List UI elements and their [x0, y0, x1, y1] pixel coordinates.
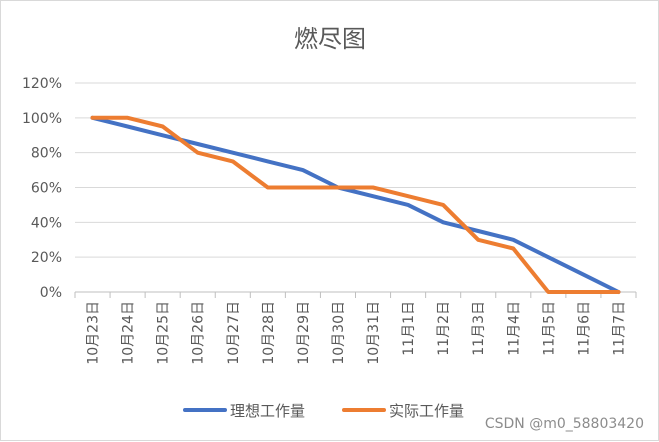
y-tick-label: 60% [31, 181, 62, 197]
x-tick-label: 10月24日 [121, 301, 137, 365]
x-tick-label: 11月4日 [506, 301, 522, 356]
x-tick-label: 11月6日 [576, 301, 592, 356]
y-tick-label: 80% [31, 146, 62, 162]
y-tick-label: 100% [22, 111, 62, 127]
y-tick-label: 20% [31, 250, 62, 266]
x-tick-label: 11月5日 [541, 301, 557, 356]
y-tick-label: 120% [22, 76, 62, 92]
gridlines [75, 82, 636, 293]
watermark-text: CSDN @m0_58803420 [485, 416, 644, 432]
x-tick-label: 10月31日 [366, 301, 382, 365]
y-axis-ticks: 0% 20% 40% 60% 80% 100% 120% [22, 76, 62, 301]
y-tick-label: 40% [31, 215, 62, 231]
legend: 理想工作量 实际工作量 [183, 402, 464, 420]
x-tick-label: 10月23日 [86, 301, 102, 365]
series-line [90, 115, 621, 294]
x-tick-label: 11月7日 [611, 301, 627, 356]
y-tick-label: 0% [40, 285, 62, 301]
x-tick-label: 11月1日 [401, 301, 417, 356]
x-tick-label: 10月27日 [226, 301, 242, 365]
x-tick-label: 10月25日 [156, 301, 172, 365]
x-axis-ticks: 10月23日 10月24日 10月25日 10月26日 10月27日 10月28日 10月2… [74, 292, 637, 365]
series-lines [90, 115, 621, 294]
x-tick-label: 11月3日 [471, 301, 487, 356]
x-tick-label: 10月26日 [191, 301, 207, 365]
chart-title: 燃尽图 [294, 25, 366, 53]
x-tick-label: 10月29日 [296, 301, 312, 365]
x-tick-label: 10月28日 [261, 301, 277, 365]
x-tick-label: 10月30日 [331, 301, 347, 365]
legend-label: 实际工作量 [389, 402, 464, 420]
series-line [90, 115, 621, 294]
legend-label: 理想工作量 [230, 402, 305, 420]
x-tick-label: 11月2日 [436, 301, 452, 356]
